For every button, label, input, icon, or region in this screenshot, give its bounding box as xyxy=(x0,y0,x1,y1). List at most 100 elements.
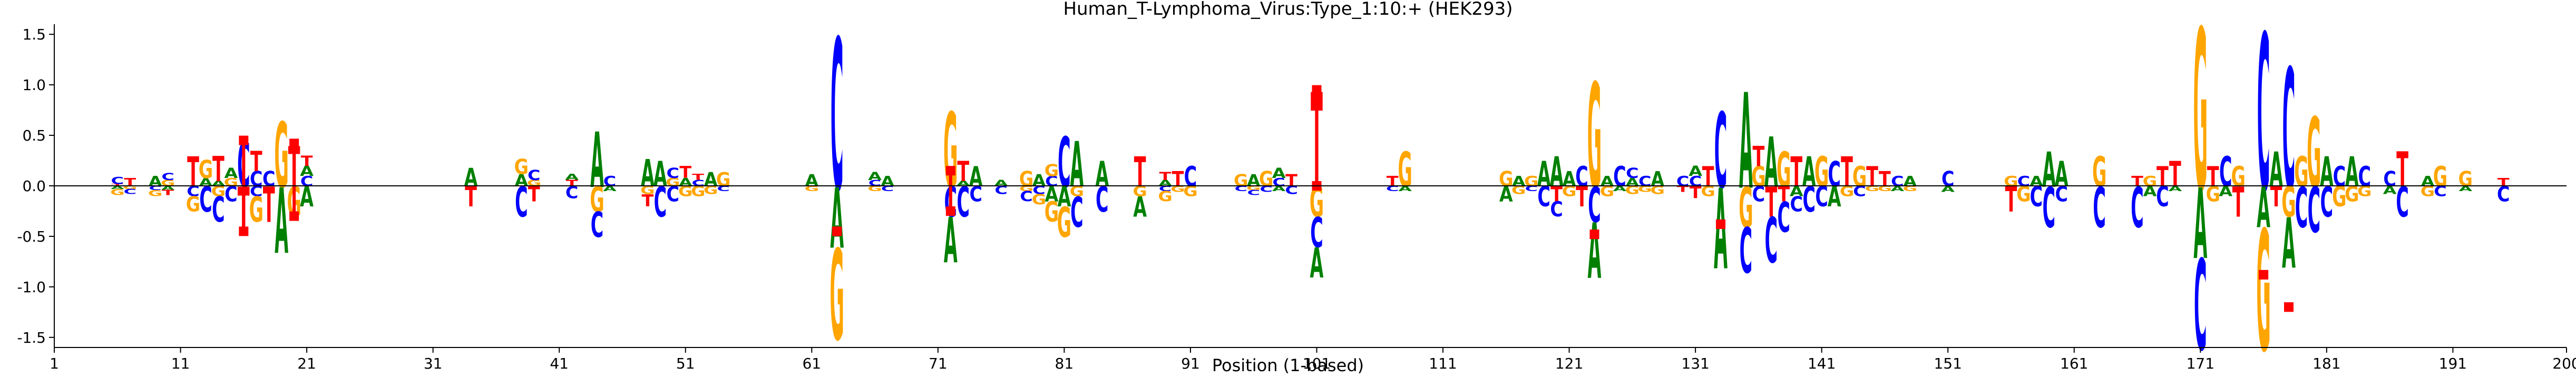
logo-letter-C: C xyxy=(831,0,844,238)
logo-letter-C: C xyxy=(2030,181,2043,213)
x-axis-label: Position (1-based) xyxy=(1212,355,1364,375)
logo-letter-A: A xyxy=(1739,67,1753,220)
logo-letter-C: C xyxy=(149,185,162,191)
logo-letter-C: C xyxy=(2093,177,2106,241)
logo-letter-A: A xyxy=(2029,174,2044,190)
logo-letter-T: T xyxy=(263,178,275,234)
error-cap xyxy=(289,211,299,221)
logo-letter-C: C xyxy=(1184,161,1197,193)
logo-letter-G: G xyxy=(666,176,680,189)
logo-letter-T: T xyxy=(1690,183,1702,202)
logo-letter-A: A xyxy=(464,163,478,192)
logo-letter-A: A xyxy=(1828,181,1841,213)
logo-letter-A: A xyxy=(2421,174,2435,190)
logo-letter-C: C xyxy=(2434,184,2446,200)
x-tick-label: 141 xyxy=(1808,355,1836,372)
logo-letter-A: A xyxy=(805,171,818,190)
error-cap xyxy=(1312,85,1322,95)
logo-letter-T: T xyxy=(301,153,313,170)
logo-letter-G: G xyxy=(148,189,162,198)
logo-letter-T: T xyxy=(1879,167,1891,191)
logo-letter-A: A xyxy=(300,181,314,213)
logo-letter-C: C xyxy=(1537,181,1550,213)
logo-letter-C: C xyxy=(2320,179,2334,227)
logo-letter-G: G xyxy=(2143,174,2157,190)
logo-letter-C: C xyxy=(300,174,313,190)
error-cap xyxy=(945,166,955,176)
logo-letter-A: A xyxy=(2320,149,2334,197)
logo-letter-G: G xyxy=(211,184,226,200)
logo-letter-C: C xyxy=(2017,174,2030,190)
logo-letter-T: T xyxy=(641,191,653,211)
logo-letter-T: T xyxy=(1677,185,1689,194)
logo-letter-T: T xyxy=(679,163,691,182)
logo-letter-A: A xyxy=(1588,207,1602,296)
logo-letter-C: C xyxy=(1891,174,1904,190)
logo-letter-A: A xyxy=(2282,203,2296,284)
logo-letter-C: C xyxy=(1740,215,1753,287)
logo-letter-C: C xyxy=(1386,184,1399,193)
logo-letter-G: G xyxy=(1840,184,1854,200)
logo-letter-C: C xyxy=(1070,189,1084,237)
logo-letter-A: A xyxy=(2143,184,2158,200)
logo-letter-C: C xyxy=(1765,205,1778,277)
logo-letter-C: C xyxy=(603,174,616,190)
logo-letter-A: A xyxy=(1651,167,1665,191)
logo-letter-G: G xyxy=(1814,149,1829,197)
logo-letter-G: G xyxy=(199,155,213,184)
logo-letters: TCAGTGCACGGCATTCGAGCATGCGACCTCTCGCTGATGC… xyxy=(110,0,2510,378)
y-tick-label: 0.0 xyxy=(22,177,46,195)
logo-letter-C: C xyxy=(591,206,604,246)
logo-letter-A: A xyxy=(1133,192,1147,224)
x-tick-label: 1 xyxy=(50,355,59,372)
x-tick-label: 200 xyxy=(2552,355,2576,372)
logo-letter-C: C xyxy=(2383,167,2396,191)
logo-letter-A: A xyxy=(1057,181,1071,213)
x-tick-label: 91 xyxy=(1181,355,1200,372)
logo-letter-G: G xyxy=(110,188,124,197)
logo-letter-T: T xyxy=(1866,161,1878,193)
x-tick-label: 151 xyxy=(1934,355,1962,372)
logo-letter-C: C xyxy=(1260,185,1273,194)
logo-letter-G: G xyxy=(1032,192,1046,208)
x-tick-label: 71 xyxy=(929,355,948,372)
logo-letter-C: C xyxy=(1714,92,1728,213)
logo-letter-G: G xyxy=(1057,199,1071,247)
logo-letter-C: C xyxy=(1828,155,1841,195)
logo-letter-A: A xyxy=(161,185,175,191)
y-tick-label: -1.0 xyxy=(17,278,46,296)
error-cap xyxy=(945,206,955,216)
logo-letter-G: G xyxy=(1865,184,1879,193)
logo-letter-A: A xyxy=(300,164,314,180)
logo-letter-A: A xyxy=(603,184,617,193)
logo-letter-C: C xyxy=(1234,184,1247,193)
logo-letter-A: A xyxy=(2458,184,2472,193)
logo-letter-A: A xyxy=(1070,130,1084,202)
logo-letter-G: G xyxy=(1852,161,1867,193)
logo-letter-T: T xyxy=(957,156,969,188)
logo-letter-G: G xyxy=(1524,174,1538,190)
logo-letter-A: A xyxy=(2257,177,2270,241)
axes: -1.5-1.0-0.50.00.51.01.51 11 21 31 41 51 61 71 8… xyxy=(17,24,2576,372)
logo-letter-G: G xyxy=(1878,184,1892,193)
logo-letter-C: C xyxy=(187,184,199,200)
logo-letter-G: G xyxy=(1045,196,1059,228)
logo-letter-C: C xyxy=(2156,181,2169,213)
logo-letter-A: A xyxy=(1625,176,1639,189)
logo-letter-G: G xyxy=(123,185,137,190)
logo-letter-C: C xyxy=(2194,234,2207,378)
x-tick-label: 21 xyxy=(297,355,316,372)
logo-letter-A: A xyxy=(1941,185,1955,194)
logo-letter-C: C xyxy=(667,165,679,182)
logo-letter-C: C xyxy=(1638,174,1651,190)
logo-letter-C: C xyxy=(654,179,667,227)
logo-letter-G: G xyxy=(1562,184,1576,200)
logo-letter-C: C xyxy=(1802,181,1816,221)
logo-letter-G: G xyxy=(2332,181,2346,213)
y-tick-label: 0.5 xyxy=(22,127,46,144)
logo-letter-A: A xyxy=(1890,184,1904,193)
x-tick-label: 11 xyxy=(171,355,190,372)
logo-letter-G: G xyxy=(2294,149,2308,197)
logo-letter-T: T xyxy=(1172,167,1184,191)
logo-letter-G: G xyxy=(2256,196,2270,378)
